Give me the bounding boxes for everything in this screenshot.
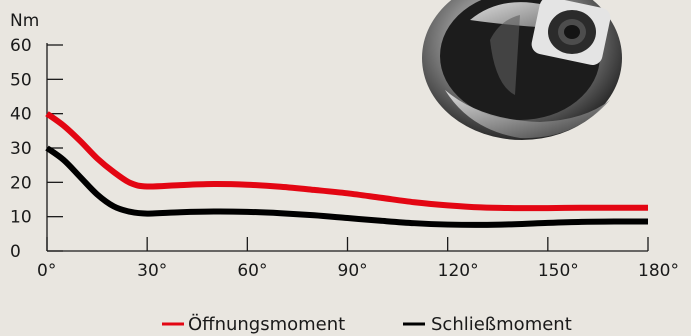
x-tick-label: 90° (338, 261, 368, 281)
axes: 0 10 20 30 40 50 60 0° 30° 60° 90° 120° 150° 180° (10, 36, 679, 281)
series-line-closing-torque (45, 145, 649, 228)
x-tick-label: 180° (638, 261, 679, 281)
y-tick-label: 20 (10, 173, 32, 193)
y-tick-label: 50 (10, 70, 32, 90)
y-tick-label: 40 (10, 105, 32, 125)
legend: Öffnungsmoment Schließmoment (162, 313, 572, 335)
valve-handle-photo (422, 0, 622, 140)
series-line-opening-torque (45, 111, 648, 212)
y-tick-label: 0 (10, 242, 21, 262)
x-tick-label: 60° (237, 261, 267, 281)
x-tick-label: 150° (538, 261, 579, 281)
legend-label: Schließmoment (431, 314, 572, 335)
x-tick-label: 120° (438, 261, 479, 281)
series-layer (45, 111, 649, 228)
y-tick-label: 60 (10, 36, 32, 56)
legend-label: Öffnungsmoment (188, 313, 345, 335)
y-axis-unit-label: Nm (10, 11, 39, 31)
x-tick-label: 0° (37, 261, 56, 281)
x-tick-label: 30° (137, 261, 167, 281)
y-tick-label: 10 (10, 208, 32, 228)
y-tick-label: 30 (10, 139, 32, 159)
